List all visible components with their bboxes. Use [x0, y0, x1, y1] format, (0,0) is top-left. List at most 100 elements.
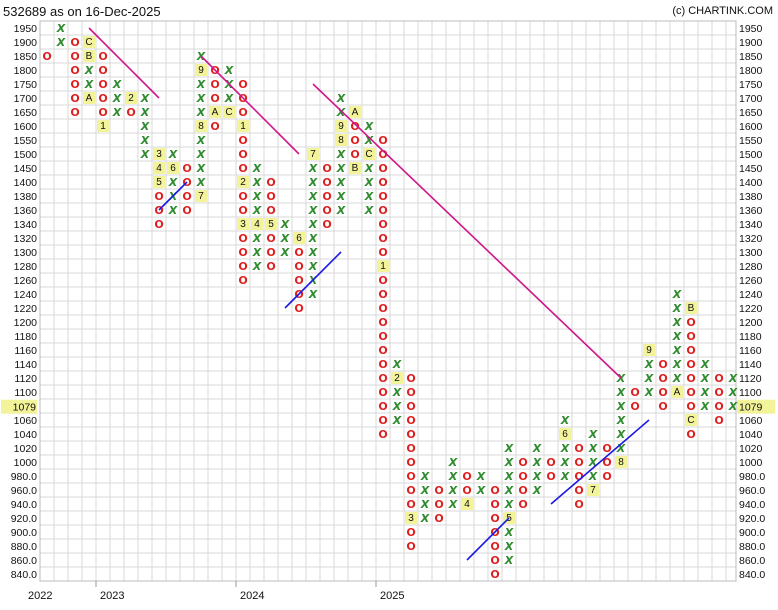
x-mark: X: [644, 386, 654, 399]
x-axis-year-label: 2024: [240, 590, 264, 602]
month-marker: 9: [646, 345, 652, 356]
x-mark: X: [700, 372, 710, 385]
x-mark: X: [504, 554, 514, 567]
o-mark: O: [154, 190, 163, 203]
month-marker-bg: [209, 106, 221, 118]
x-mark: X: [672, 358, 682, 371]
y-tick-label-right: 1650: [739, 107, 763, 119]
x-mark: X: [420, 498, 430, 511]
y-tick-label-right: 1020: [739, 443, 763, 455]
o-mark: O: [322, 204, 331, 217]
month-marker: 3: [156, 149, 162, 160]
o-mark: O: [630, 386, 639, 399]
o-mark: O: [238, 148, 247, 161]
x-mark: X: [168, 176, 178, 189]
x-mark: X: [112, 92, 122, 105]
o-mark: O: [98, 78, 107, 91]
x-mark: X: [196, 106, 206, 119]
y-tick-label-right: 1340: [739, 219, 763, 231]
o-mark: O: [378, 190, 387, 203]
x-mark: X: [476, 484, 486, 497]
o-mark: O: [686, 330, 695, 343]
o-mark: O: [714, 372, 723, 385]
y-tick-label-right: 940.0: [739, 499, 765, 511]
o-mark: O: [378, 288, 387, 301]
o-mark: O: [266, 232, 275, 245]
x-mark: X: [588, 442, 598, 455]
month-marker-bg: [195, 190, 207, 202]
plot-frame: [39, 20, 737, 582]
o-mark: O: [154, 204, 163, 217]
x-mark: X: [196, 92, 206, 105]
month-marker: 8: [338, 135, 344, 146]
o-mark: O: [714, 386, 723, 399]
x-mark: X: [448, 470, 458, 483]
x-mark: X: [140, 134, 150, 147]
x-mark: X: [196, 78, 206, 91]
y-tick-label-right: 960.0: [739, 485, 765, 497]
x-mark: X: [280, 246, 290, 259]
o-mark: O: [378, 372, 387, 385]
month-marker: 2: [240, 177, 246, 188]
x-mark: X: [364, 176, 374, 189]
y-tick-label-right: 1500: [739, 149, 763, 161]
o-mark: O: [378, 204, 387, 217]
o-mark: O: [294, 260, 303, 273]
resistance-trendline: [312, 83, 622, 379]
y-tick-label-right: 1320: [739, 233, 763, 245]
support-trendline: [550, 419, 650, 505]
resistance-trendline: [200, 55, 300, 155]
y-tick-label-right: 840.0: [739, 569, 765, 581]
x-mark: X: [588, 456, 598, 469]
y-tick-label-right: 1160: [739, 345, 762, 357]
o-mark: O: [378, 134, 387, 147]
o-mark: O: [322, 162, 331, 175]
month-marker-bg: [195, 64, 207, 76]
month-marker-bg: [391, 372, 403, 384]
x-mark: X: [252, 232, 262, 245]
x-mark: X: [672, 288, 682, 301]
o-mark: O: [238, 134, 247, 147]
chart-title: 532689 as on 16-Dec-2025: [3, 4, 161, 19]
month-marker-bg: [265, 218, 277, 230]
y-tick-label-right: 1140: [739, 359, 762, 371]
month-marker: A: [86, 93, 93, 104]
x-mark: X: [728, 372, 738, 385]
o-mark: O: [322, 176, 331, 189]
x-mark: X: [84, 64, 94, 77]
o-mark: O: [294, 246, 303, 259]
last-price-badge-right: [737, 399, 775, 414]
y-tick-label-right: 1100: [739, 387, 762, 399]
o-mark: O: [406, 498, 415, 511]
y-tick-label-left: 1550: [14, 135, 38, 147]
x-mark: X: [252, 246, 262, 259]
x-mark: X: [336, 106, 346, 119]
o-mark: O: [70, 78, 79, 91]
month-marker: 9: [338, 121, 344, 132]
month-marker: 1: [240, 121, 246, 132]
month-marker-bg: [153, 162, 165, 174]
o-mark: O: [602, 456, 611, 469]
y-tick-label-right: 1850: [739, 51, 763, 63]
month-marker-bg: [307, 148, 319, 160]
x-mark: X: [728, 386, 738, 399]
x-mark: X: [532, 456, 542, 469]
month-marker-bg: [83, 50, 95, 62]
x-mark: X: [392, 358, 402, 371]
y-tick-label-right: 980.0: [739, 471, 765, 483]
o-mark: O: [602, 442, 611, 455]
x-mark: X: [700, 358, 710, 371]
x-mark: X: [112, 78, 122, 91]
o-mark: O: [266, 204, 275, 217]
x-mark: X: [504, 540, 514, 553]
y-tick-label-right: 1380: [739, 191, 763, 203]
o-mark: O: [462, 484, 471, 497]
month-marker-bg: [559, 428, 571, 440]
x-mark: X: [224, 64, 234, 77]
y-tick-label-left: 1500: [14, 149, 38, 161]
x-mark: X: [140, 92, 150, 105]
month-marker-bg: [685, 302, 697, 314]
o-mark: O: [546, 470, 555, 483]
last-price-label-right: 1079: [739, 402, 763, 414]
month-marker: B: [352, 163, 359, 174]
